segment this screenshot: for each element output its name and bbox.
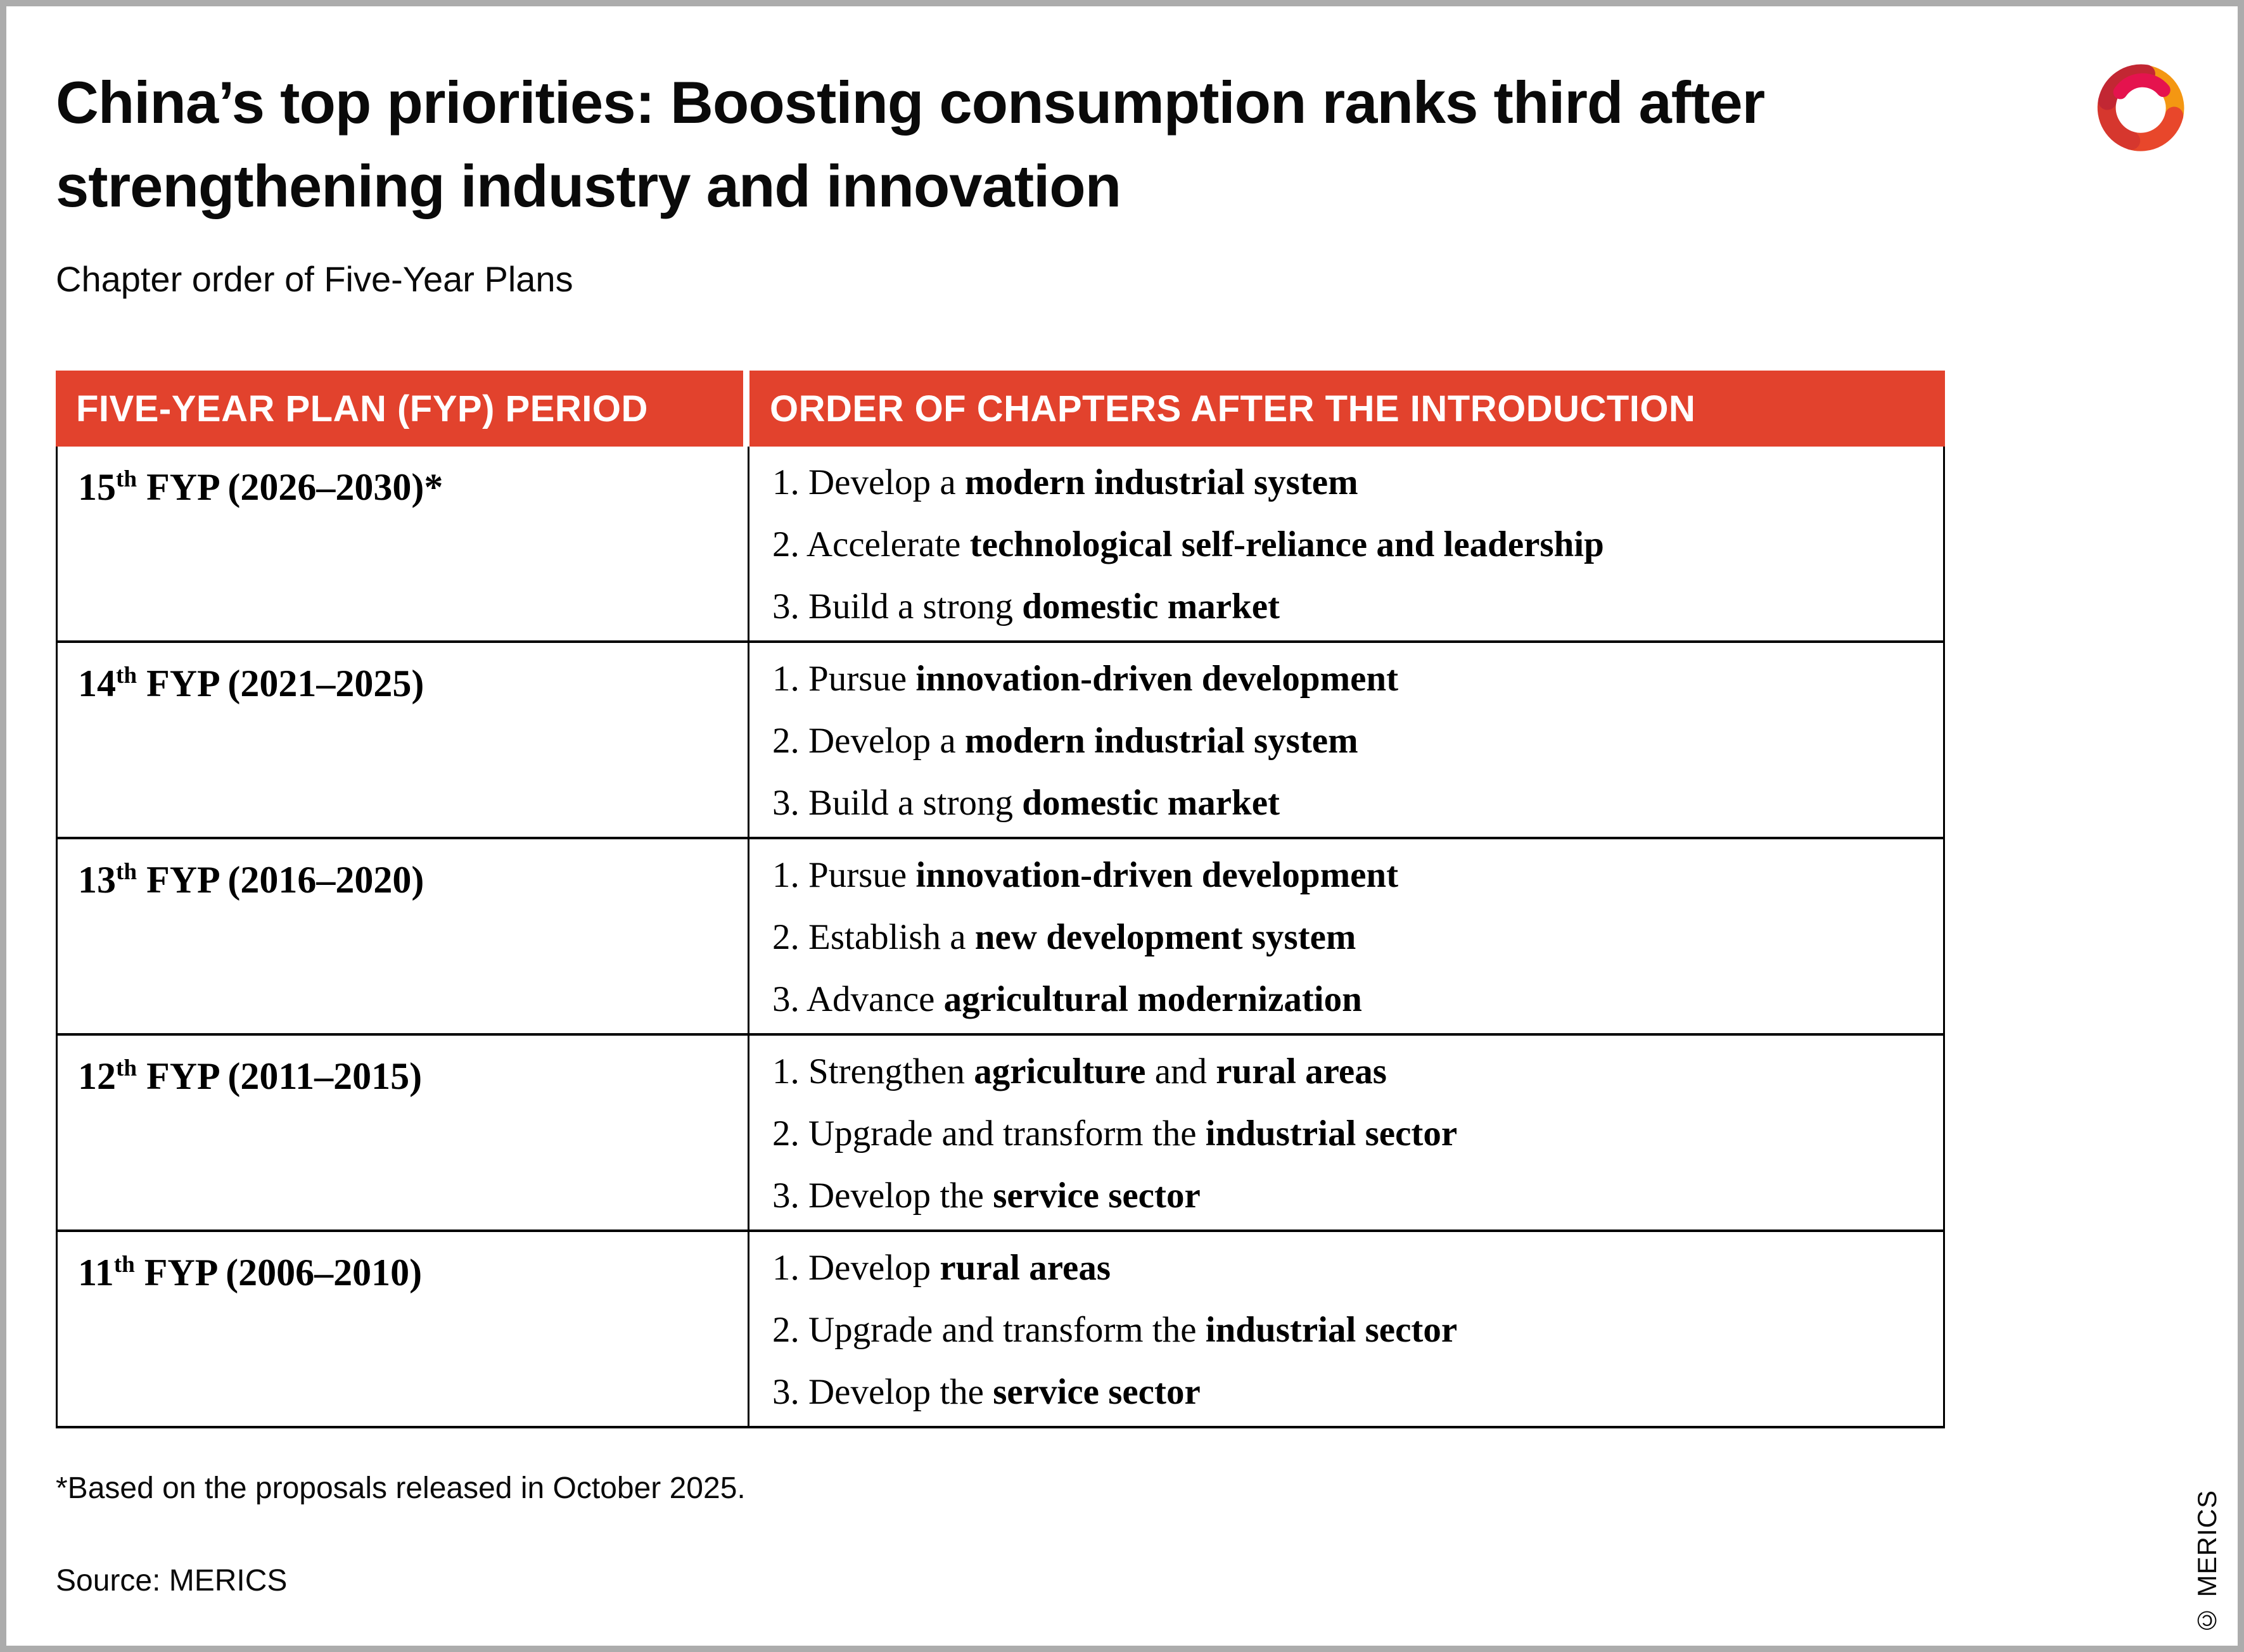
table-row: 14th FYP (2021–2025) 1. Pursue innovation… [56, 643, 1945, 839]
table-header-row: FIVE-YEAR PLAN (FYP) PERIOD ORDER OF CHA… [56, 371, 1945, 447]
fyp-period-cell: 13th FYP (2016–2020) [78, 859, 424, 901]
chapter-item: 2. Upgrade and transform the industrial … [772, 1310, 1458, 1350]
chapter-item: 1. Pursue innovation-driven development [772, 659, 1399, 699]
source-note: Source: MERICS [56, 1564, 288, 1598]
chapter-item: 3. Build a strong domestic market [772, 587, 1280, 626]
chapter-item: 2. Accelerate technological self-relianc… [772, 524, 1604, 564]
footnote: *Based on the proposals released in Octo… [56, 1471, 746, 1505]
chapters-cell: 1. Develop rural areas 2. Upgrade and tra… [748, 1232, 1943, 1426]
chapter-item: 1. Strengthen agriculture and rural area… [772, 1052, 1387, 1091]
title-line-1: China’s top priorities: Boosting consump… [56, 69, 1765, 136]
chapters-cell: 1. Pursue innovation-driven development 2… [748, 839, 1943, 1033]
chapter-item: 3. Advance agricultural modernization [772, 979, 1362, 1019]
chapter-item: 3. Develop the service sector [772, 1176, 1201, 1216]
column-header-period: FIVE-YEAR PLAN (FYP) PERIOD [56, 371, 743, 447]
table-row: 13th FYP (2016–2020) 1. Pursue innovation… [56, 839, 1945, 1036]
chapter-item: 1. Develop a modern industrial system [772, 462, 1358, 502]
table-body: 15th FYP (2026–2030)* 1. Develop a modern… [56, 447, 1945, 1428]
chapter-item: 2. Develop a modern industrial system [772, 721, 1358, 761]
table-row: 15th FYP (2026–2030)* 1. Develop a modern… [56, 447, 1945, 643]
fyp-period-cell: 12th FYP (2011–2015) [78, 1055, 423, 1097]
chapters-cell: 1. Pursue innovation-driven development 2… [748, 643, 1943, 837]
chapter-item: 1. Pursue innovation-driven development [772, 855, 1399, 895]
column-header-chapters: ORDER OF CHAPTERS AFTER THE INTRODUCTION [749, 371, 1945, 447]
chapters-cell: 1. Strengthen agriculture and rural area… [748, 1036, 1943, 1229]
chapters-cell: 1. Develop a modern industrial system 2. … [748, 447, 1943, 640]
page-title: China’s top priorities: Boosting consump… [56, 61, 2070, 228]
fyp-period-cell: 11th FYP (2006–2010) [78, 1252, 423, 1293]
chapter-item: 3. Build a strong domestic market [772, 783, 1280, 823]
title-line-2: strengthening industry and innovation [56, 153, 1121, 219]
page-subtitle: Chapter order of Five-Year Plans [56, 259, 573, 299]
chapter-item: 2. Upgrade and transform the industrial … [772, 1114, 1458, 1153]
copyright-vertical: © MERICS [2192, 1489, 2222, 1636]
chapter-item: 3. Develop the service sector [772, 1372, 1201, 1412]
fyp-period-cell: 15th FYP (2026–2030)* [78, 466, 443, 508]
fyp-table: FIVE-YEAR PLAN (FYP) PERIOD ORDER OF CHA… [56, 371, 1945, 1428]
chapter-item: 1. Develop rural areas [772, 1248, 1111, 1288]
merics-logo-icon [2097, 64, 2184, 151]
fyp-period-cell: 14th FYP (2021–2025) [78, 663, 424, 704]
table-row: 11th FYP (2006–2010) 1. Develop rural are… [56, 1232, 1945, 1428]
chapter-item: 2. Establish a new development system [772, 917, 1356, 957]
table-row: 12th FYP (2011–2015) 1. Strengthen agricu… [56, 1036, 1945, 1232]
